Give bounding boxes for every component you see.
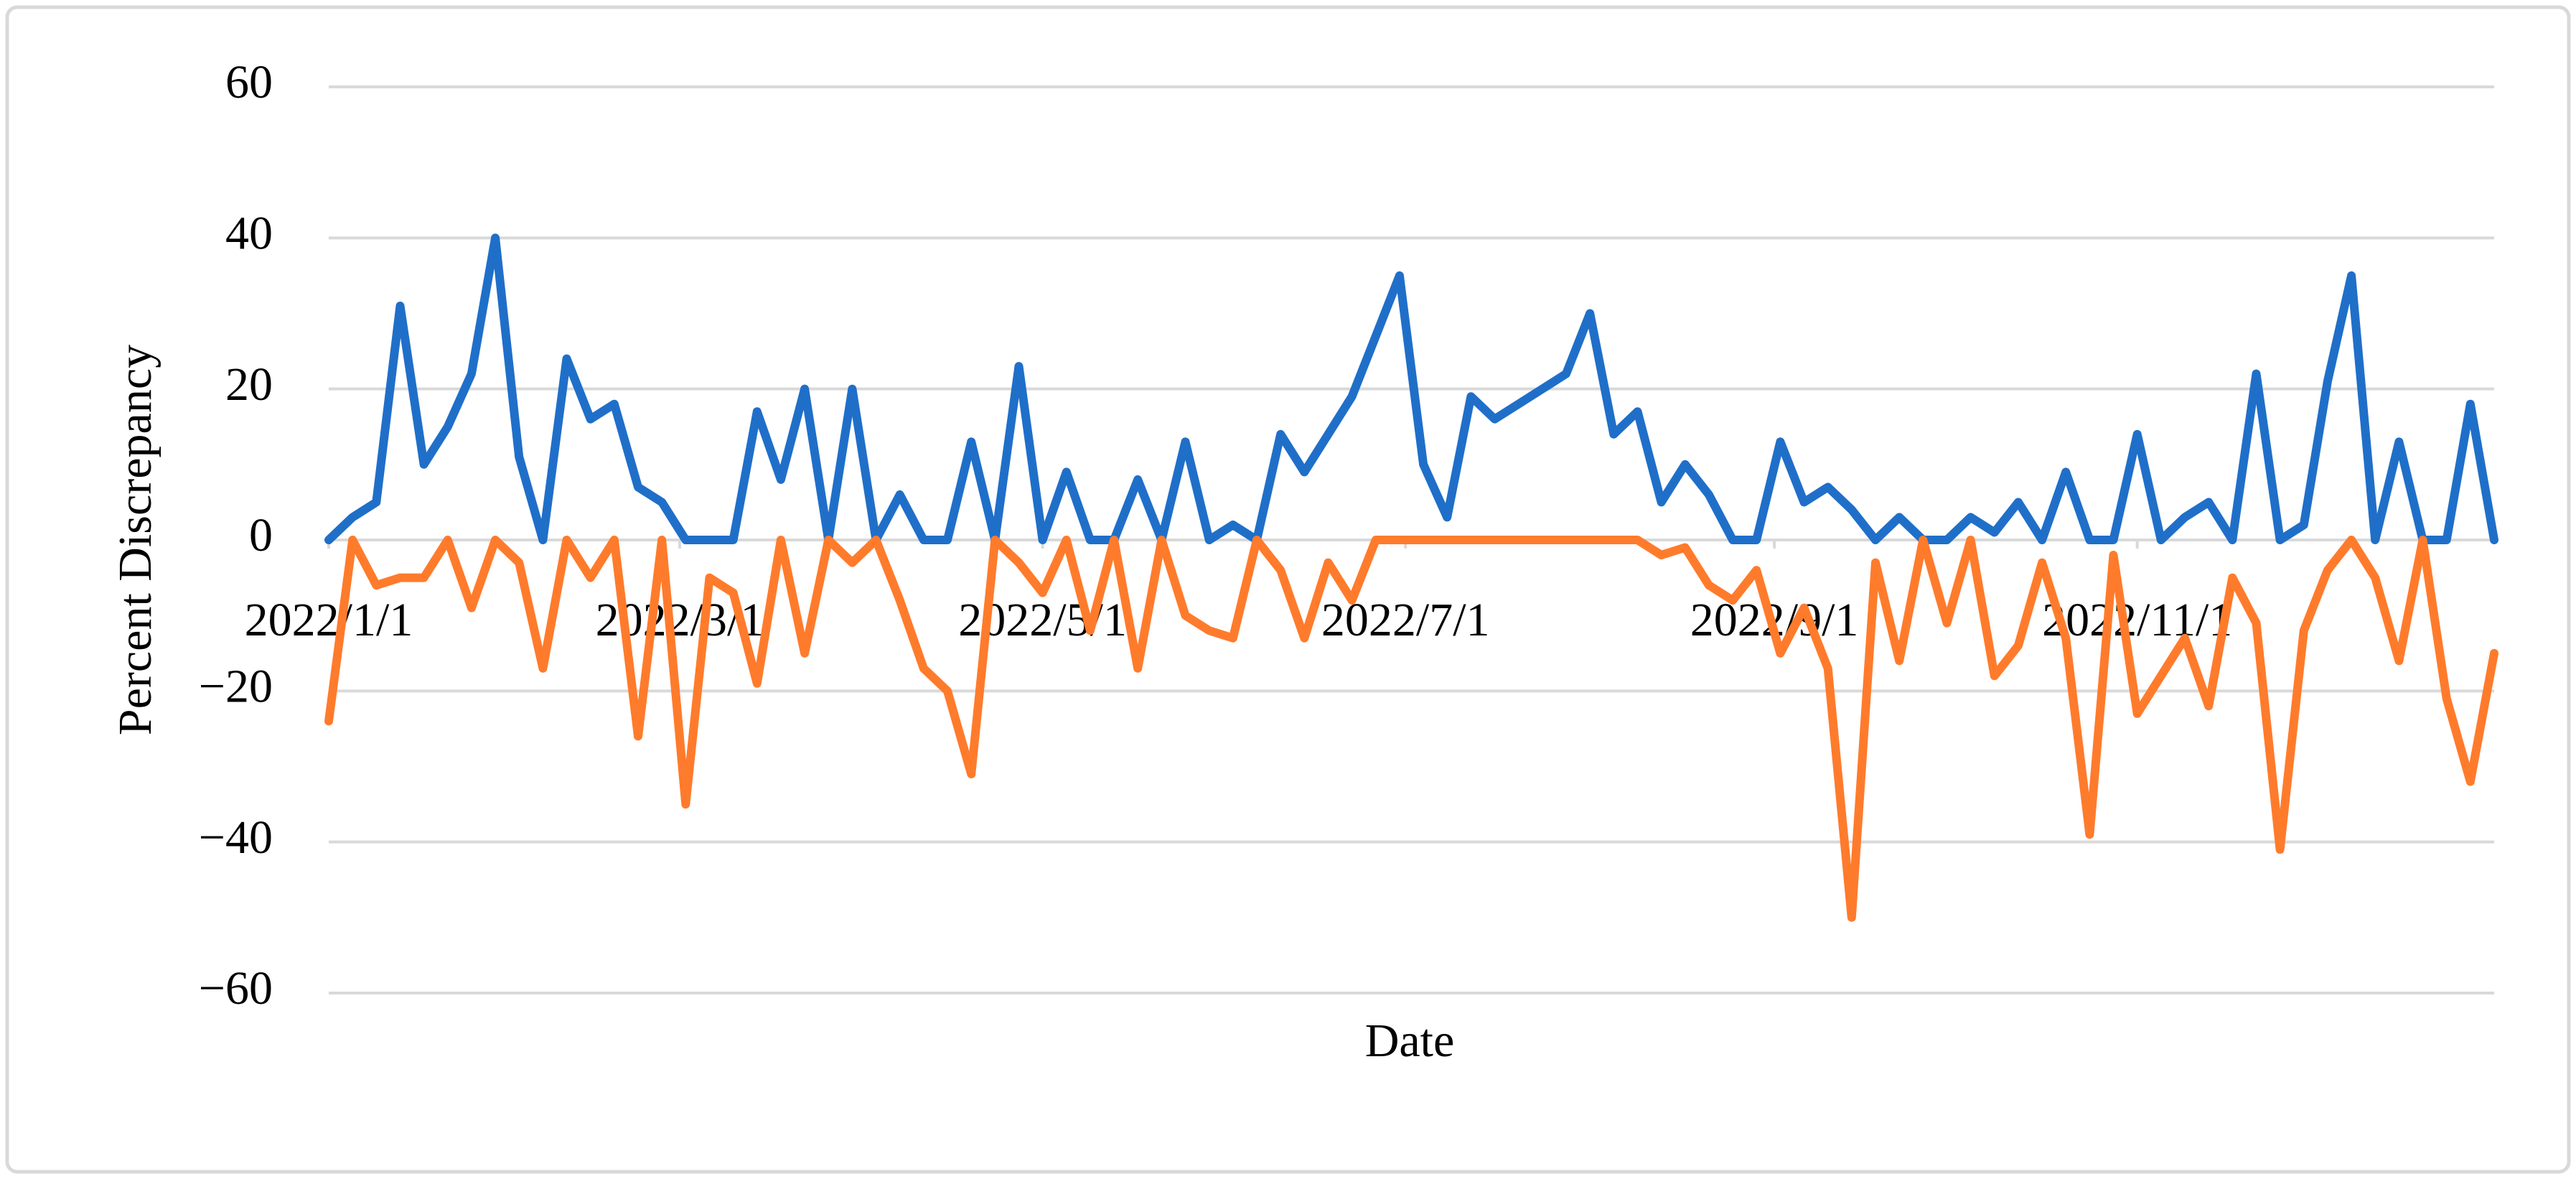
x-tick-label: 2022/11/1 xyxy=(2042,594,2232,646)
x-tick-label: 2022/1/1 xyxy=(245,594,413,646)
y-tick-label: −60 xyxy=(199,962,273,1015)
x-axis-title: Date xyxy=(1365,1015,1455,1067)
x-tick-label: 2022/7/1 xyxy=(1321,594,1490,646)
y-tick-label: 20 xyxy=(225,358,273,411)
y-tick-label: −20 xyxy=(199,660,273,712)
data-line xyxy=(324,233,2498,544)
y-tick-label: −40 xyxy=(199,811,273,864)
y-axis-title: Percent Discrepancy xyxy=(109,345,161,735)
y-tick-label: 60 xyxy=(225,56,273,108)
y-tick-label: 40 xyxy=(225,207,273,259)
y-tick-label: 0 xyxy=(249,509,273,561)
data-line xyxy=(324,536,2498,922)
